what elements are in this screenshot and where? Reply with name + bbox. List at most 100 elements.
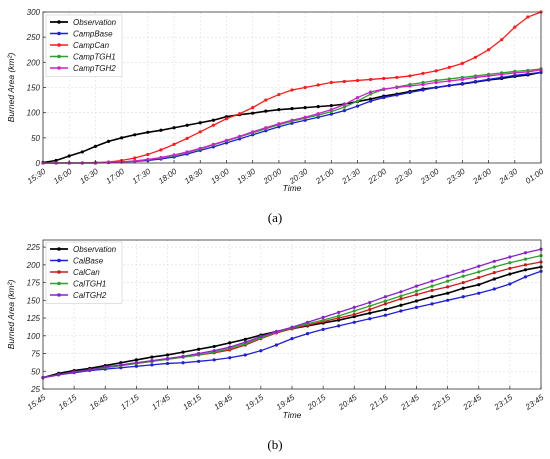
data-point-campcan [172, 142, 176, 146]
data-point-campcan [277, 92, 281, 97]
data-point-campcan [395, 75, 399, 80]
data-point-caltgh2 [150, 359, 154, 363]
data-point-observation [508, 272, 512, 276]
data-point-observation [399, 303, 403, 307]
data-point-camptgh2 [526, 70, 530, 74]
x-tick-label: 20:00 [261, 167, 284, 187]
data-point-campcan [486, 48, 491, 52]
data-point-campcan [329, 80, 333, 85]
data-point-caltgh2 [337, 310, 341, 314]
data-point-camptgh2 [395, 85, 399, 90]
data-point-camptgh2 [159, 155, 163, 160]
data-point-camptgh2 [500, 72, 504, 77]
data-point-caltgh1 [492, 265, 496, 269]
data-point-camptgh2 [316, 112, 320, 116]
data-point-calbase [383, 313, 387, 317]
data-point-observation [316, 105, 320, 109]
y-tick-label: 50 [31, 367, 40, 376]
data-point-calbase [446, 298, 450, 302]
data-point-calbase [430, 302, 434, 306]
legend-marker [57, 31, 61, 36]
data-point-camptgh2 [329, 108, 333, 112]
data-point-campcan [159, 148, 163, 152]
legend-marker [57, 293, 61, 297]
data-point-campcan [264, 98, 268, 102]
legend-label: CalTGH1 [73, 280, 106, 289]
data-point-calcan [461, 280, 465, 285]
data-point-campcan [316, 83, 320, 87]
data-point-caltgh2 [430, 279, 434, 283]
data-point-camptgh2 [251, 130, 255, 134]
x-tick-label: 21:30 [339, 167, 362, 187]
data-point-camptgh2 [342, 103, 347, 107]
legend: Observation CampBase CampCan CampTGH1 CampTG… [45, 14, 123, 77]
data-point-caltgh2 [181, 354, 185, 358]
data-point-campbase [434, 85, 438, 90]
data-point-caltgh2 [508, 255, 512, 259]
data-point-observation [172, 126, 176, 130]
data-point-calbase [228, 356, 232, 360]
data-point-observation [492, 277, 496, 281]
data-point-observation [243, 337, 247, 341]
x-tick-label: 18:15 [181, 393, 203, 412]
data-point-observation [212, 344, 216, 349]
y-tick-label: 100 [27, 332, 41, 341]
data-point-caltgh1 [523, 257, 528, 261]
x-tick-label: 17:30 [131, 167, 153, 186]
data-point-calbase [523, 275, 528, 279]
data-point-camptgh2 [172, 153, 176, 157]
data-point-caltgh2 [523, 251, 528, 255]
data-point-campbase [408, 90, 412, 95]
legend: Observation CalBase CalCan CalTGH1 CalTGH2 [45, 241, 123, 304]
y-tick-label: 125 [27, 314, 41, 323]
data-point-camptgh2 [513, 71, 517, 75]
data-point-observation [477, 283, 481, 287]
x-tick-label: 22:15 [430, 393, 453, 413]
data-point-observation [277, 108, 281, 112]
data-point-campbase [355, 104, 360, 108]
data-point-campbase [342, 109, 347, 113]
data-point-calbase [337, 324, 341, 328]
data-point-camptgh2 [146, 157, 150, 162]
data-point-caltgh2 [72, 370, 76, 374]
data-point-camptgh2 [421, 82, 425, 87]
data-point-calcan [414, 293, 419, 297]
y-tick-label: 200 [26, 261, 41, 270]
data-point-caltgh2 [414, 284, 419, 288]
data-point-campbase [329, 112, 333, 116]
data-point-camptgh2 [408, 84, 412, 88]
data-point-observation [329, 104, 333, 108]
data-point-observation [461, 286, 465, 290]
data-point-camptgh2 [434, 80, 438, 85]
data-point-observation [211, 118, 215, 122]
legend-label: CampTGH1 [73, 53, 116, 62]
x-tick-label: 21:45 [398, 393, 421, 413]
data-point-calcan [430, 288, 434, 292]
data-point-caltgh2 [103, 365, 107, 369]
x-axis-title: Time [283, 410, 302, 420]
data-point-calbase [197, 359, 201, 363]
x-tick-label: 22:45 [461, 393, 484, 413]
data-point-calbase [399, 309, 403, 313]
data-point-camptgh2 [460, 77, 464, 82]
data-point-calbase [259, 349, 263, 353]
data-point-camptgh2 [185, 150, 189, 154]
data-point-observation [133, 133, 137, 137]
figure-caption: (a) [268, 210, 282, 225]
data-point-observation [414, 299, 419, 303]
x-tick-label: 20:15 [305, 393, 328, 413]
data-point-campcan [408, 74, 412, 78]
data-point-calcan [352, 312, 356, 317]
data-point-caltgh2 [477, 264, 481, 268]
data-point-calbase [461, 295, 465, 299]
x-tick-label: 18:30 [183, 167, 205, 186]
data-point-caltgh2 [305, 320, 310, 324]
legend-label: Observation [73, 245, 117, 254]
data-point-observation [106, 139, 111, 143]
data-point-caltgh2 [134, 361, 138, 365]
data-point-observation [120, 136, 124, 140]
data-point-caltgh2 [321, 315, 325, 319]
x-tick-label: 19:30 [235, 167, 257, 186]
data-point-calcan [477, 276, 481, 280]
y-tick-label: 200 [26, 58, 41, 67]
